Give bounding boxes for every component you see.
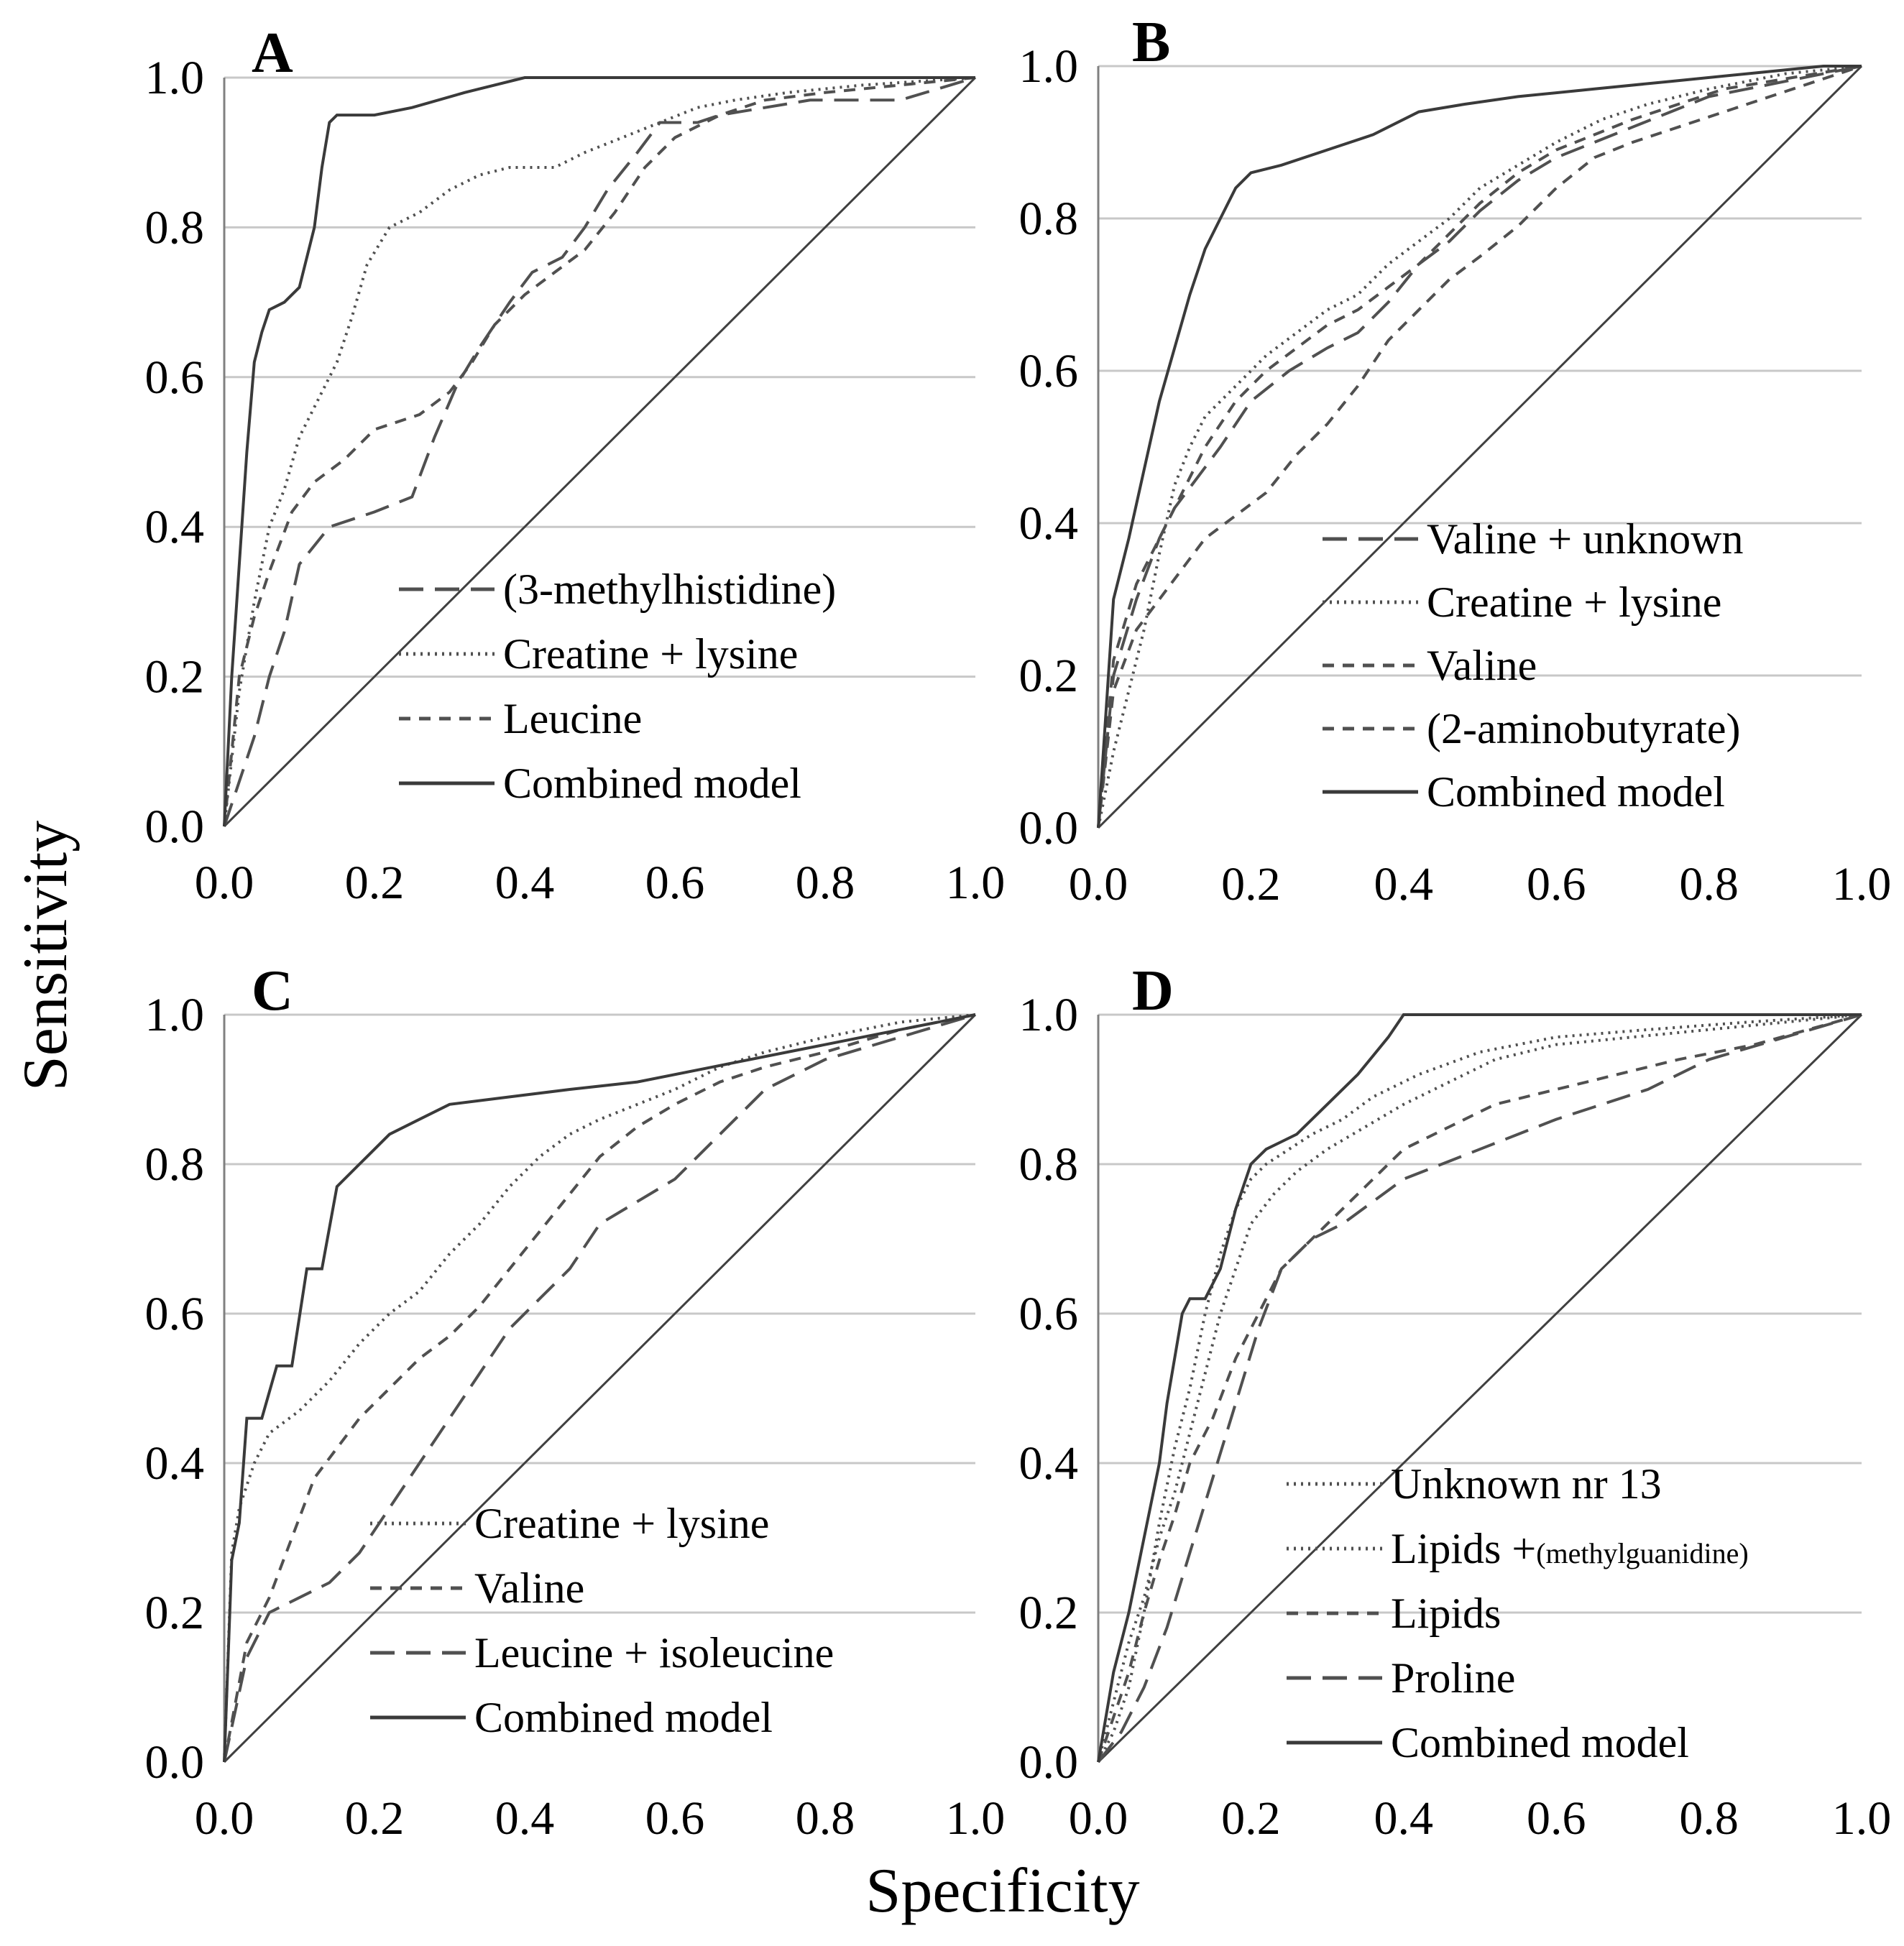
legend-label: Leucine + isoleucine [474,1629,834,1677]
x-tick-label: 0.4 [495,1792,555,1845]
legend-label: Valine [474,1564,584,1612]
panel-d: 0.0 0.2 0.4 0.6 0.8 1.0 0.0 0.2 0.4 0.6 0.8 1.0 D Unk… [1019,959,1892,1845]
y-tick-label: 0.8 [1019,1138,1079,1191]
y-tick-label: 1.0 [1019,989,1079,1041]
y-tick-label: 0.4 [145,1437,205,1490]
y-tick-label: 0.8 [145,1138,205,1191]
x-tick-label: 0.4 [495,857,555,909]
legend-label: (2-aminobutyrate) [1427,705,1741,752]
legend-label: Combined model [1391,1719,1689,1766]
x-tick-label: 1.0 [1832,858,1892,910]
diagonal-reference-line [1097,1013,1863,1763]
legend-label: Lipids [1391,1590,1501,1637]
y-tick-label: 0.2 [1019,1587,1079,1639]
x-axis-title: Specificity [865,1856,1139,1926]
x-tick-label: 1.0 [946,1792,1006,1845]
x-tick-label: 0.0 [195,857,254,909]
y-tick-label: 0.0 [1019,1736,1079,1789]
panel-b: 0.0 0.2 0.4 0.6 0.8 1.0 0.0 0.2 0.4 0.6 0.8 1.0 B Val… [1019,11,1892,910]
series-line [223,1013,976,1763]
legend-label: Combined model [503,760,801,807]
legend-label: Combined model [1427,768,1725,816]
x-tick-label: 0.2 [1221,858,1281,910]
x-tick-label: 1.0 [946,857,1006,909]
legend-label: Proline [1391,1654,1515,1702]
x-tick-label: 0.0 [1069,1792,1128,1845]
x-tick-label: 0.6 [1527,858,1586,910]
legend-label: Combined model [474,1694,773,1741]
series-line [223,76,976,827]
y-tick-label: 0.0 [145,801,205,853]
x-tick-label: 0.8 [796,1792,855,1845]
x-tick-label: 0.8 [1679,1792,1739,1845]
x-tick-label: 0.4 [1374,858,1434,910]
x-tick-label: 0.6 [1527,1792,1586,1845]
series-line [1097,1013,1862,1763]
x-tick-label: 0.2 [345,1792,405,1845]
legend-label: Leucine [503,695,642,742]
y-tick-label: 0.6 [1019,345,1079,397]
panel-letter: D [1132,959,1174,1023]
series-line [1097,65,1862,829]
series-line [1097,1013,1862,1763]
y-tick-label: 0.0 [1019,802,1079,854]
y-tick-label: 1.0 [145,52,205,104]
legend-label: Valine + unknown [1427,515,1743,563]
y-tick-label: 0.8 [145,201,205,254]
diagonal-reference-line [223,1013,977,1763]
x-tick-label: 1.0 [1832,1792,1892,1845]
legend: Unknown nr 13 Lipids +(methylguanidine) Li… [1287,1460,1749,1766]
x-tick-label: 0.8 [1679,858,1739,910]
y-tick-label: 0.8 [1019,193,1079,245]
legend-label: (3-methylhistidine) [503,566,836,613]
x-tick-label: 0.8 [796,857,855,909]
legend-label: Unknown nr 13 [1391,1460,1662,1508]
series-line [1097,65,1862,829]
series-line [223,1013,976,1763]
x-tick-label: 0.2 [1221,1792,1281,1845]
legend: (3-methylhistidine) Creatine + lysine Leuc… [399,566,836,807]
legend-label: Lipids +(methylguanidine) [1391,1525,1749,1572]
diagonal-reference-line [223,76,977,828]
series-line [1097,1013,1862,1763]
panel-letter: B [1132,11,1170,74]
y-tick-label: 0.4 [145,501,205,553]
legend-label: Creatine + lysine [503,630,798,678]
panel-letter: A [252,22,293,85]
series-line [223,1013,976,1763]
y-tick-label: 0.6 [145,351,205,404]
y-axis-title: Sensitivity [11,821,81,1092]
x-tick-label: 0.6 [645,1792,705,1845]
y-tick-label: 0.4 [1019,1437,1079,1490]
series-line [223,76,975,827]
series-line [1097,65,1862,829]
x-tick-label: 0.0 [1069,858,1128,910]
y-tick-label: 0.2 [145,1587,205,1639]
legend-label: Creatine + lysine [1427,578,1721,626]
y-tick-label: 0.2 [145,651,205,704]
y-tick-label: 0.6 [1019,1288,1079,1340]
y-tick-label: 0.6 [145,1288,205,1340]
panel-letter: C [252,959,293,1023]
y-tick-label: 0.2 [1019,650,1079,702]
legend: Creatine + lysine Valine Leucine + isoleuc… [370,1500,834,1741]
x-tick-label: 0.2 [345,857,405,909]
panels: 0.00.20.40.60.81.00.0 0.2 0.4 0.6 0.8 1.0A(3-… [145,11,1892,1845]
legend-label: Valine [1427,642,1537,689]
legend: Valine + unknown Creatine + lysine Valine (… [1323,515,1743,816]
x-tick-label: 0.4 [1374,1792,1434,1845]
panel-a: 0.0 0.2 0.4 0.6 0.8 1.0 0.0 0.2 0.4 0.6 0.8 1.0 A (3-… [145,22,1006,909]
y-tick-label: 1.0 [145,989,205,1041]
y-tick-label: 0.4 [1019,497,1079,550]
diagonal-reference-line [1097,65,1863,829]
x-tick-label: 0.6 [645,857,705,909]
y-tick-label: 0.0 [145,1736,205,1789]
y-tick-label: 1.0 [1019,40,1079,93]
legend-label: Creatine + lysine [474,1500,769,1547]
panel-c: 0.0 0.2 0.4 0.6 0.8 1.0 0.0 0.2 0.4 0.6 0.8 1.0 C Cre… [145,959,1006,1845]
x-tick-label: 0.0 [195,1792,254,1845]
